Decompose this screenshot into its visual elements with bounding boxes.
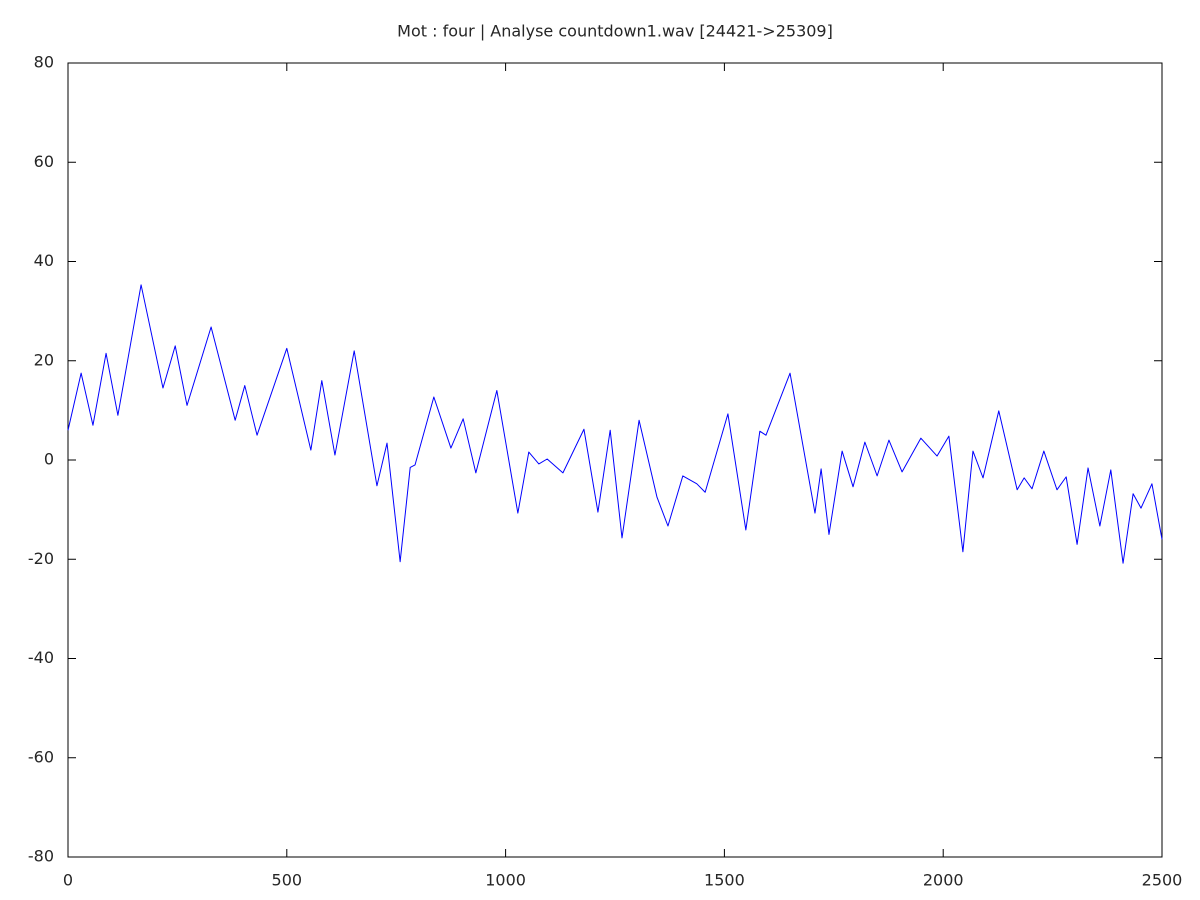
y-tick-label: -40 [28,648,54,667]
y-tick-label: -20 [28,549,54,568]
x-tick-label: 500 [272,871,303,890]
x-tick-label: 1500 [704,871,745,890]
y-tick-label: -60 [28,747,54,766]
y-tick-label: 20 [34,350,54,369]
y-tick-label: 0 [44,450,54,469]
y-tick-label: 60 [34,152,54,171]
x-tick-label: 2000 [923,871,964,890]
y-tick-label: -80 [28,847,54,866]
data-line [67,284,1163,564]
chart-title: Mot : four | Analyse countdown1.wav [244… [397,22,833,41]
y-tick-label: 80 [34,53,54,72]
plot-frame [67,62,1163,858]
y-tick-label: 40 [34,251,54,270]
x-tick-label: 0 [63,871,73,890]
x-tick-label: 2500 [1142,871,1183,890]
x-tick-label: 1000 [485,871,526,890]
